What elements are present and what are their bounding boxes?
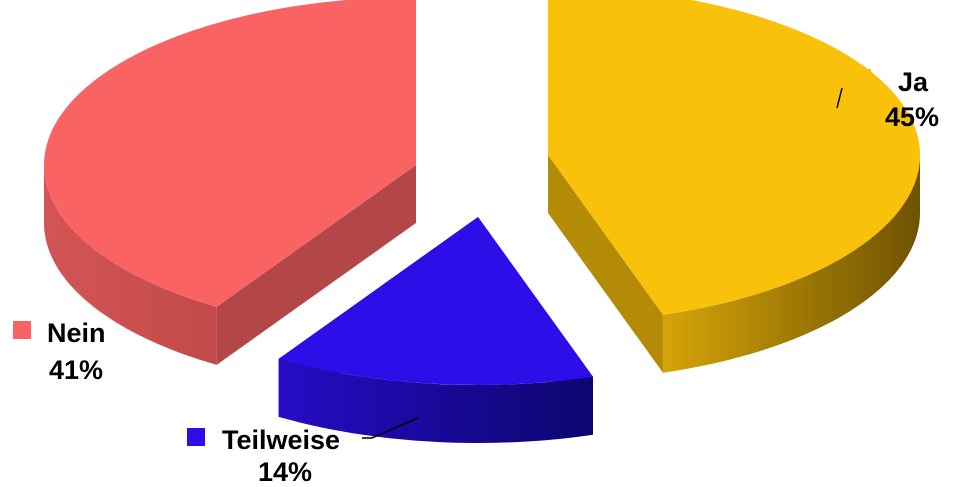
- label-ja-name: Ja: [898, 67, 929, 97]
- slice-wall-nein: [216, 165, 416, 365]
- slice-side-nein: [44, 165, 217, 365]
- slice-side-teilweise: [278, 358, 593, 443]
- slice-side-ja: [662, 155, 920, 373]
- label-nein-percent: 41%: [49, 355, 103, 385]
- legend-swatch-ja: [853, 69, 871, 87]
- label-nein-name: Nein: [47, 318, 106, 348]
- legend-swatch-teilweise: [187, 428, 205, 446]
- slice-teilweise: [278, 217, 593, 385]
- slice-nein: [44, 0, 416, 307]
- label-teilweise-percent: 14%: [258, 457, 312, 487]
- leader-line-ja: [836, 87, 843, 109]
- label-teilweise-name: Teilweise: [222, 425, 340, 455]
- leader-line-teilweise: [362, 417, 419, 439]
- label-nein: Nein 41%: [13, 318, 106, 385]
- slice-ja: [548, 0, 920, 315]
- label-teilweise: Teilweise 14%: [187, 417, 419, 487]
- pie-slices: [44, 0, 920, 443]
- label-ja: Ja 45%: [836, 67, 939, 132]
- legend-swatch-nein: [13, 321, 31, 339]
- slice-wall-ja: [548, 155, 663, 373]
- label-ja-percent: 45%: [885, 102, 939, 132]
